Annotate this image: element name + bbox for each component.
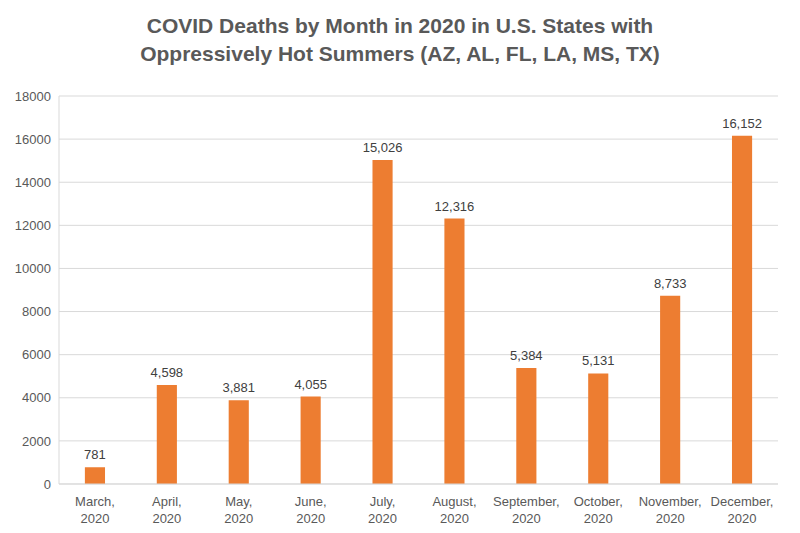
svg-text:4,055: 4,055 [294,377,327,392]
svg-text:2000: 2000 [22,434,51,449]
svg-text:12000: 12000 [15,218,51,233]
svg-text:16000: 16000 [15,132,51,147]
svg-text:6000: 6000 [22,347,51,362]
svg-text:June,2020: June,2020 [295,494,327,526]
svg-text:4000: 4000 [22,390,51,405]
svg-text:March,2020: March,2020 [75,494,115,526]
svg-text:5,384: 5,384 [510,348,543,363]
svg-text:15,026: 15,026 [363,140,403,155]
svg-text:April,2020: April,2020 [152,494,182,526]
svg-text:October,2020: October,2020 [574,494,623,526]
svg-text:May,2020: May,2020 [224,494,253,526]
svg-text:August,2020: August,2020 [432,494,476,526]
html-text:COVID Deaths by Month in 2020: COVID Deaths by Month in 2020 in U.S. St… [140,14,660,65]
svg-text:3,881: 3,881 [222,380,255,395]
svg-text:December,2020: December,2020 [711,494,774,526]
svg-text:781: 781 [84,447,106,462]
svg-text:10000: 10000 [15,261,51,276]
svg-text:September,2020: September,2020 [493,494,560,526]
svg-text:5,131: 5,131 [582,353,615,368]
svg-text:12,316: 12,316 [435,199,475,214]
svg-text:18000: 18000 [15,89,51,104]
svg-text:8000: 8000 [22,304,51,319]
svg-text:4,598: 4,598 [151,365,184,380]
svg-text:8,733: 8,733 [654,276,687,291]
svg-text:16,152: 16,152 [722,116,762,131]
svg-text:14000: 14000 [15,175,51,190]
svg-text:0: 0 [44,477,51,492]
svg-text:July,2020: July,2020 [368,494,397,526]
svg-text:November,2020: November,2020 [639,494,702,526]
